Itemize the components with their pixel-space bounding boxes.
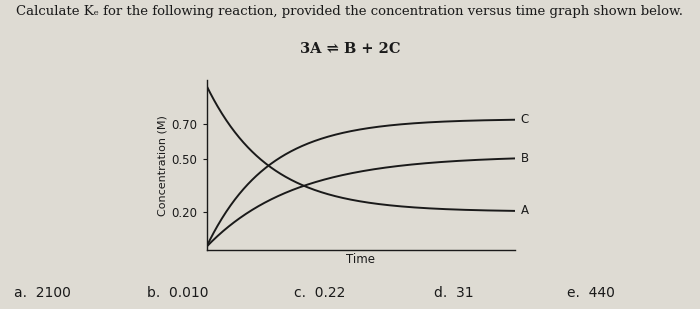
Text: b.  0.010: b. 0.010 (147, 286, 209, 300)
Text: d.  31: d. 31 (434, 286, 474, 300)
Text: a.  2100: a. 2100 (14, 286, 71, 300)
Text: c.  0.22: c. 0.22 (294, 286, 345, 300)
X-axis label: Time: Time (346, 253, 375, 266)
Text: C: C (521, 113, 529, 126)
Text: Calculate Kₑ for the following reaction, provided the concentration versus time : Calculate Kₑ for the following reaction,… (17, 5, 683, 18)
Text: e.  440: e. 440 (567, 286, 615, 300)
Text: A: A (521, 204, 528, 217)
Y-axis label: Concentration (M): Concentration (M) (158, 115, 167, 216)
Text: 3A ⇌ B + 2C: 3A ⇌ B + 2C (300, 42, 400, 56)
Text: B: B (521, 152, 528, 165)
